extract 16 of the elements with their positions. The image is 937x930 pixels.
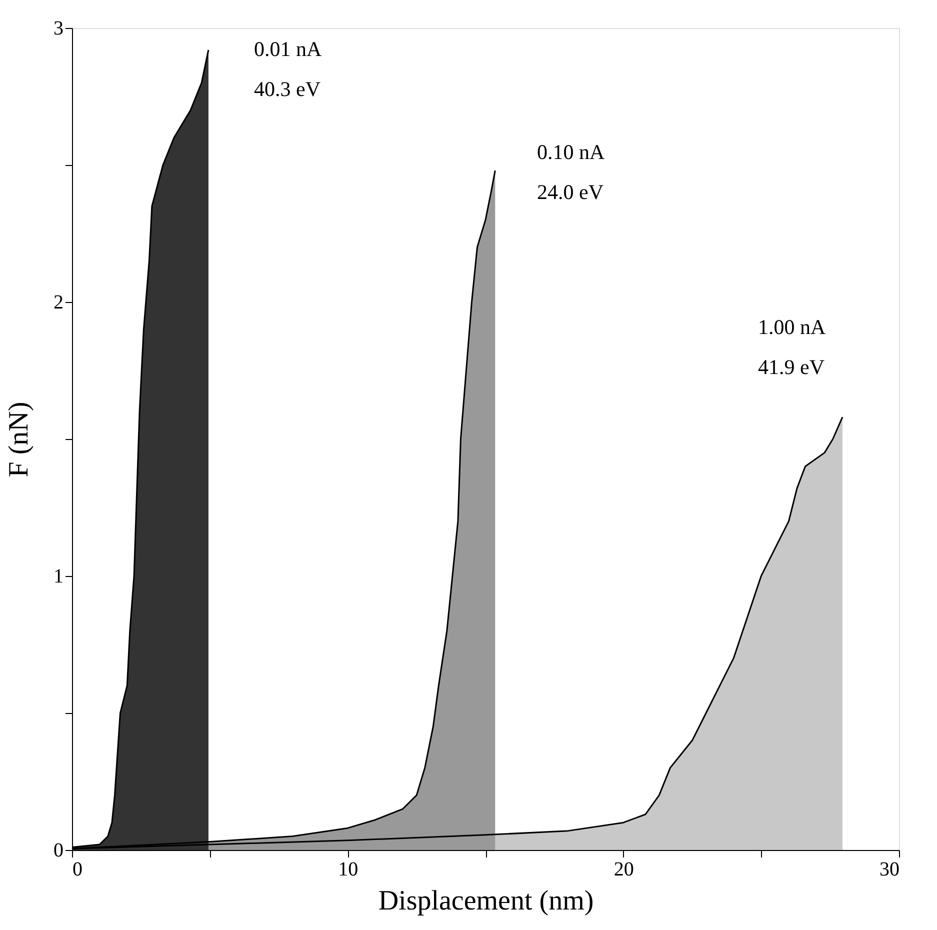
y-tick-label: 3 (54, 18, 64, 40)
x-tick-label: 0 (72, 858, 82, 880)
x-tick-label: 10 (338, 858, 358, 880)
x-axis-title: Displacement (nm) (378, 886, 594, 916)
x-tick-label: 30 (880, 858, 900, 880)
annotation: 41.9 eV (758, 355, 824, 379)
y-axis-title: F (nN) (4, 402, 34, 478)
y-tick-label: 2 (54, 292, 64, 314)
annotation: 1.00 nA (758, 315, 826, 339)
y-tick-label: 0 (54, 840, 64, 862)
y-tick-label: 1 (54, 566, 64, 588)
annotation: 0.01 nA (254, 37, 322, 61)
annotation: 24.0 eV (537, 180, 604, 204)
x-tick-label: 20 (614, 858, 634, 880)
annotation: 40.3 eV (254, 77, 320, 101)
annotation: 0.10 nA (537, 140, 606, 164)
